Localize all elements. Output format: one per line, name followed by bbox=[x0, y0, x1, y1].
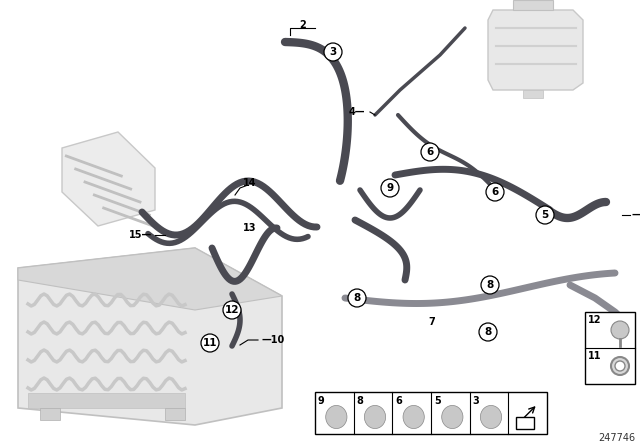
Ellipse shape bbox=[481, 405, 502, 429]
Circle shape bbox=[611, 321, 629, 339]
Polygon shape bbox=[488, 10, 583, 90]
Bar bbox=[516, 417, 534, 429]
Text: 247746: 247746 bbox=[598, 433, 635, 443]
Text: 13: 13 bbox=[243, 223, 257, 233]
Circle shape bbox=[536, 206, 554, 224]
Text: 5: 5 bbox=[434, 396, 441, 406]
Ellipse shape bbox=[326, 405, 347, 429]
Circle shape bbox=[486, 183, 504, 201]
Bar bbox=[523, 90, 543, 98]
Text: 8: 8 bbox=[484, 327, 492, 337]
Text: 9: 9 bbox=[387, 183, 394, 193]
Circle shape bbox=[611, 357, 629, 375]
Text: 7: 7 bbox=[429, 317, 435, 327]
Bar bbox=[165, 408, 185, 420]
Text: 6: 6 bbox=[426, 147, 434, 157]
Text: 5: 5 bbox=[541, 210, 548, 220]
Ellipse shape bbox=[442, 405, 463, 429]
Ellipse shape bbox=[364, 405, 386, 429]
Text: 3: 3 bbox=[473, 396, 479, 406]
Circle shape bbox=[324, 43, 342, 61]
Polygon shape bbox=[62, 132, 155, 226]
Circle shape bbox=[481, 276, 499, 294]
Bar bbox=[40, 408, 60, 420]
Polygon shape bbox=[18, 248, 282, 425]
Circle shape bbox=[223, 301, 241, 319]
Text: 8: 8 bbox=[356, 396, 364, 406]
Text: 6: 6 bbox=[492, 187, 499, 197]
Circle shape bbox=[615, 361, 625, 371]
Text: 8: 8 bbox=[353, 293, 360, 303]
Text: 3: 3 bbox=[330, 47, 337, 57]
Text: 2: 2 bbox=[300, 20, 307, 30]
Circle shape bbox=[201, 334, 219, 352]
Bar bbox=[585, 312, 635, 384]
Bar bbox=[315, 392, 547, 434]
Text: 12: 12 bbox=[225, 305, 239, 315]
Text: 6: 6 bbox=[396, 396, 402, 406]
Text: —1: —1 bbox=[632, 210, 640, 220]
Text: 8: 8 bbox=[486, 280, 493, 290]
Text: 11: 11 bbox=[588, 351, 602, 361]
Text: 4—: 4— bbox=[349, 107, 365, 117]
Circle shape bbox=[381, 179, 399, 197]
Text: 9: 9 bbox=[318, 396, 324, 406]
Text: 15—: 15— bbox=[129, 230, 152, 240]
Circle shape bbox=[421, 143, 439, 161]
Polygon shape bbox=[28, 393, 185, 408]
Text: 12: 12 bbox=[588, 315, 602, 325]
Circle shape bbox=[348, 289, 366, 307]
Text: 14: 14 bbox=[243, 178, 257, 188]
Polygon shape bbox=[18, 248, 282, 310]
Text: —10: —10 bbox=[261, 335, 284, 345]
Ellipse shape bbox=[403, 405, 424, 429]
Polygon shape bbox=[513, 0, 553, 10]
Circle shape bbox=[479, 323, 497, 341]
Text: 11: 11 bbox=[203, 338, 217, 348]
